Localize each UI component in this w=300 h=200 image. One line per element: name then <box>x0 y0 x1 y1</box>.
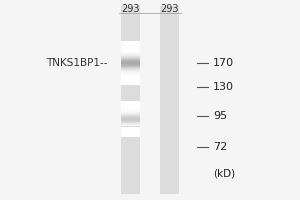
Bar <box>121 51 140 52</box>
Bar <box>121 104 140 105</box>
Bar <box>121 72 140 73</box>
Bar <box>121 56 140 57</box>
Bar <box>121 111 140 112</box>
Bar <box>121 65 140 66</box>
Bar <box>121 132 140 133</box>
Bar <box>121 43 140 44</box>
Bar <box>121 105 140 106</box>
Bar <box>121 52 140 53</box>
Bar <box>121 58 140 59</box>
Text: 95: 95 <box>213 111 227 121</box>
Bar <box>121 74 140 75</box>
Bar <box>121 82 140 83</box>
Text: 130: 130 <box>213 82 234 92</box>
Bar <box>121 44 140 45</box>
Bar <box>121 47 140 48</box>
Bar <box>121 103 140 104</box>
Bar <box>121 75 140 76</box>
Bar <box>121 129 140 130</box>
Bar <box>121 123 140 124</box>
Bar <box>121 6 140 194</box>
Bar <box>121 66 140 67</box>
Bar <box>121 67 140 68</box>
Bar <box>121 46 140 47</box>
Bar <box>121 49 140 50</box>
Bar <box>121 55 140 56</box>
Bar <box>121 121 140 122</box>
Bar <box>121 114 140 115</box>
Bar <box>121 41 140 42</box>
Bar <box>121 134 140 135</box>
Text: 293: 293 <box>121 4 140 14</box>
Bar <box>121 115 140 116</box>
Bar <box>121 48 140 49</box>
Bar <box>121 101 140 102</box>
Bar <box>121 110 140 111</box>
Bar <box>121 59 140 60</box>
Bar <box>121 131 140 132</box>
Bar <box>121 57 140 58</box>
Bar <box>121 133 140 134</box>
Bar <box>121 54 140 55</box>
Bar <box>121 61 140 62</box>
Bar <box>121 45 140 46</box>
Bar <box>121 62 140 63</box>
Bar <box>121 102 140 103</box>
Bar <box>121 71 140 72</box>
Bar <box>121 60 140 61</box>
Bar <box>121 107 140 108</box>
Bar <box>121 108 140 109</box>
Bar <box>121 70 140 71</box>
Bar <box>121 106 140 107</box>
Bar <box>121 63 140 64</box>
Bar <box>121 136 140 137</box>
Text: TNKS1BP1--: TNKS1BP1-- <box>46 58 108 68</box>
Text: 293: 293 <box>160 4 179 14</box>
Bar <box>121 128 140 129</box>
Bar <box>121 64 140 65</box>
Bar <box>121 83 140 84</box>
Bar <box>121 81 140 82</box>
Bar <box>121 127 140 128</box>
Bar <box>121 77 140 78</box>
Bar <box>121 50 140 51</box>
Bar <box>121 80 140 81</box>
Text: 72: 72 <box>213 142 227 152</box>
Bar <box>121 68 140 69</box>
Bar <box>121 84 140 85</box>
Bar <box>121 113 140 114</box>
Bar <box>121 53 140 54</box>
Bar <box>121 79 140 80</box>
Bar <box>121 69 140 70</box>
Bar <box>121 120 140 121</box>
Text: (kD): (kD) <box>213 168 235 178</box>
Bar <box>121 112 140 113</box>
Bar <box>121 117 140 118</box>
Bar <box>121 73 140 74</box>
Bar <box>121 42 140 43</box>
Bar <box>121 118 140 119</box>
Bar <box>160 6 179 194</box>
Bar <box>121 125 140 126</box>
Bar <box>121 78 140 79</box>
Bar <box>121 76 140 77</box>
Bar <box>121 122 140 123</box>
Bar <box>121 124 140 125</box>
Bar <box>121 135 140 136</box>
Bar <box>121 116 140 117</box>
Bar <box>121 109 140 110</box>
Bar <box>121 119 140 120</box>
Text: 170: 170 <box>213 58 234 68</box>
Bar <box>121 130 140 131</box>
